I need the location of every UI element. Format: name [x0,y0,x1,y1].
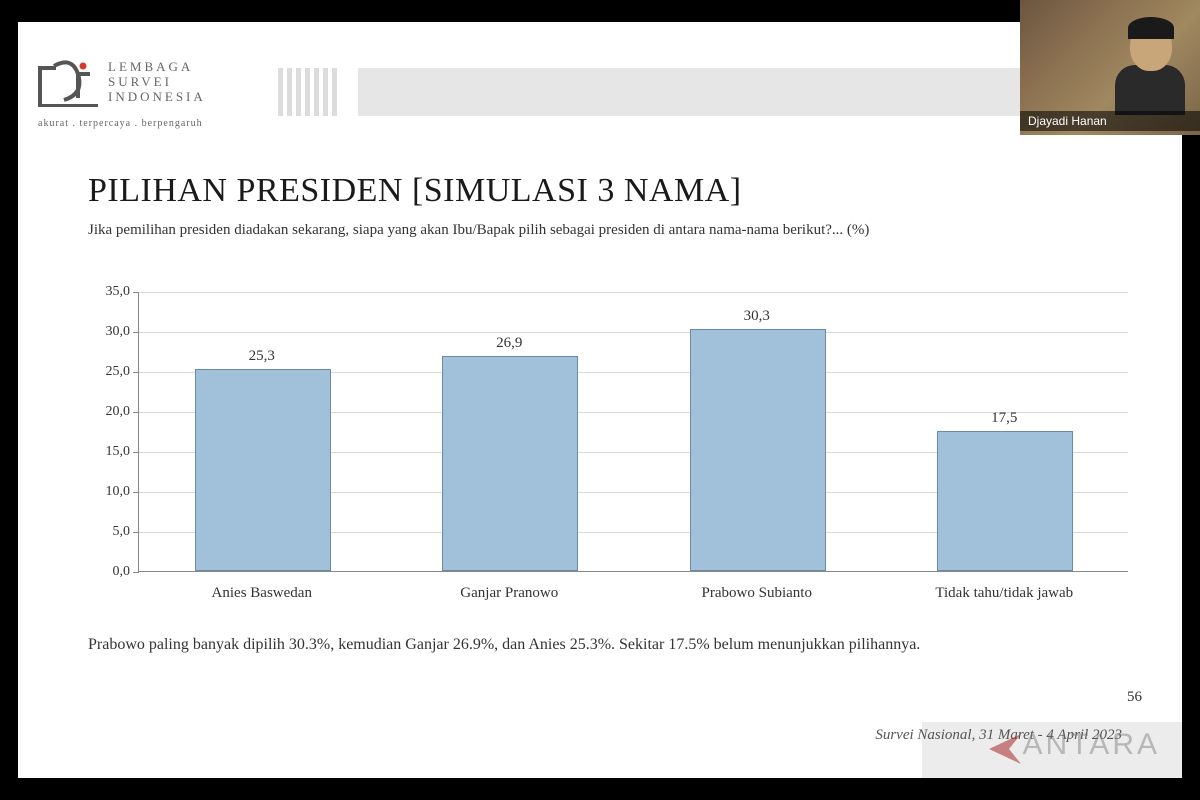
y-axis-label: 35,0 [88,284,130,300]
header-stripes [278,68,348,116]
slide: LEMBAGA SURVEI INDONESIA akurat . terper… [18,22,1182,778]
y-tick [133,372,139,373]
y-axis-label: 10,0 [88,484,130,500]
y-axis-label: 30,0 [88,324,130,340]
page-number: 56 [1127,689,1142,706]
speaker-thumbnail[interactable]: Djayadi Hanan [1020,0,1200,135]
y-tick [133,532,139,533]
y-tick [133,412,139,413]
bar [442,356,578,571]
y-axis-label: 15,0 [88,444,130,460]
summary-text: Prabowo paling banyak dipilih 30.3%, kem… [88,636,920,654]
bar [690,329,826,571]
logo-tagline: akurat . terpercaya . berpengaruh [38,118,203,129]
y-axis-label: 0,0 [88,564,130,580]
bar-value-label: 26,9 [496,335,522,352]
watermark-text: ANTARA [1023,728,1160,761]
gridline [139,292,1128,293]
watermark-icon [983,732,1023,766]
logo-text: LEMBAGA SURVEI INDONESIA [108,60,206,105]
y-tick [133,572,139,573]
x-axis-label: Tidak tahu/tidak jawab [935,585,1073,602]
y-tick [133,292,139,293]
y-axis-label: 25,0 [88,364,130,380]
bar-chart: 0,0 5,0 10,0 15,0 20,0 25,0 30,0 35,0 25,3 Anies … [88,282,1128,612]
bar-value-label: 17,5 [991,410,1017,427]
slide-subtitle: Jika pemilihan presiden diadakan sekaran… [88,222,869,239]
bar-value-label: 25,3 [249,348,275,365]
bar [195,369,331,571]
y-tick [133,332,139,333]
plot-area [138,292,1128,572]
gridline [139,332,1128,333]
logo: LEMBAGA SURVEI INDONESIA [38,60,206,112]
y-tick [133,492,139,493]
bar-value-label: 30,3 [744,308,770,325]
y-axis-label: 20,0 [88,404,130,420]
y-axis-label: 5,0 [88,524,130,540]
watermark: ANTARA [1023,728,1160,762]
x-axis-label: Ganjar Pranowo [460,585,558,602]
x-axis-label: Anies Baswedan [212,585,312,602]
slide-title: PILIHAN PRESIDEN [SIMULASI 3 NAMA] [88,172,742,210]
speaker-name: Djayadi Hanan [1020,111,1200,131]
logo-line3: INDONESIA [108,90,206,105]
logo-mark [38,60,102,112]
logo-line2: SURVEI [108,75,206,90]
speaker-figure [1110,15,1190,115]
logo-line1: LEMBAGA [108,60,206,75]
bar [937,431,1073,571]
header: LEMBAGA SURVEI INDONESIA akurat . terper… [18,60,1182,130]
y-tick [133,452,139,453]
x-axis-label: Prabowo Subianto [702,585,812,602]
